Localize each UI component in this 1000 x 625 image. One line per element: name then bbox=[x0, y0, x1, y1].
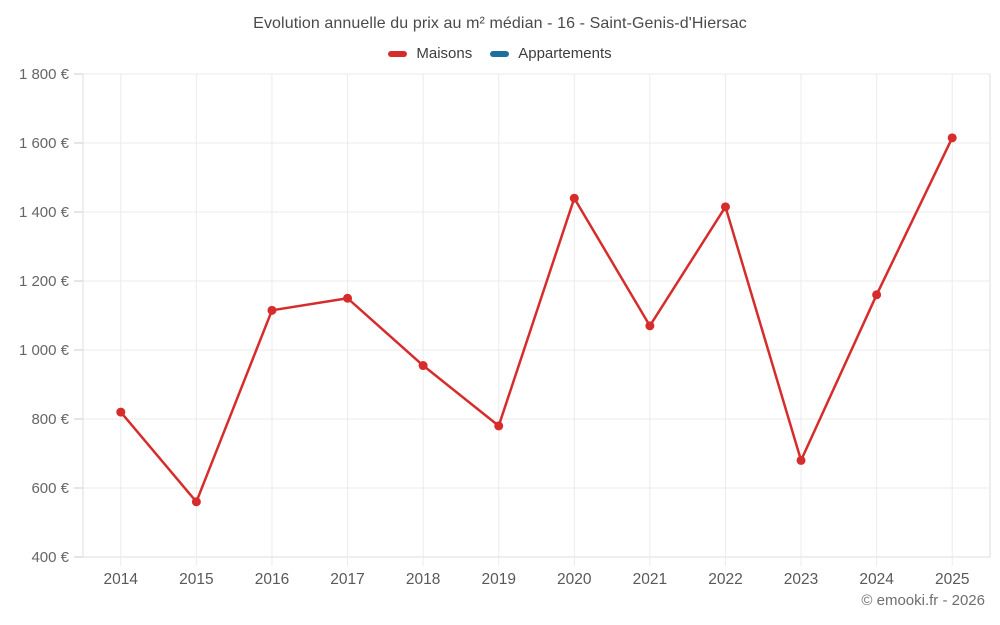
maisons-point[interactable] bbox=[720, 202, 730, 212]
y-tick-label: 1 800 € bbox=[19, 66, 70, 83]
maisons-point[interactable] bbox=[947, 133, 957, 143]
maisons-point[interactable] bbox=[494, 421, 504, 431]
maisons-point[interactable] bbox=[569, 193, 579, 203]
maisons-line bbox=[119, 136, 954, 504]
x-tick-label: 2015 bbox=[179, 571, 213, 588]
x-tick-label: 2022 bbox=[708, 571, 742, 588]
y-tick-label: 1 200 € bbox=[19, 273, 70, 290]
y-tick-label: 1 400 € bbox=[19, 204, 70, 221]
y-tick-label: 1 600 € bbox=[19, 135, 70, 152]
maisons-point[interactable] bbox=[116, 407, 126, 417]
x-tick-label: 2014 bbox=[104, 571, 139, 588]
maisons-point[interactable] bbox=[191, 497, 201, 507]
x-tick-label: 2020 bbox=[557, 571, 592, 588]
maisons-point[interactable] bbox=[343, 293, 353, 303]
maisons-point[interactable] bbox=[872, 290, 882, 300]
chart-title: Evolution annuelle du prix au m² médian … bbox=[253, 15, 747, 32]
legend-label-maisons: Maisons bbox=[416, 45, 473, 62]
maisons-point[interactable] bbox=[267, 305, 277, 315]
maisons-point[interactable] bbox=[418, 361, 428, 371]
legend-item-maisons[interactable]: Maisons bbox=[388, 45, 472, 62]
copyright-credit: © emooki.fr - 2026 bbox=[861, 592, 985, 609]
x-tick-label: 2021 bbox=[633, 571, 667, 588]
maisons-point[interactable] bbox=[645, 321, 655, 331]
chart-legend: Maisons Appartements bbox=[0, 45, 1000, 62]
maisons-point[interactable] bbox=[796, 455, 806, 465]
x-tick-label: 2024 bbox=[859, 571, 894, 588]
x-tick-label: 2018 bbox=[406, 571, 440, 588]
maisons-swatch-icon bbox=[388, 50, 408, 57]
y-tick-label: 800 € bbox=[31, 411, 69, 428]
y-tick-label: 1 000 € bbox=[19, 342, 70, 359]
x-tick-label: 2017 bbox=[330, 571, 364, 588]
appartements-swatch-icon bbox=[490, 50, 510, 57]
x-tick-label: 2019 bbox=[481, 571, 515, 588]
y-tick-label: 600 € bbox=[31, 480, 69, 497]
x-tick-label: 2025 bbox=[935, 571, 969, 588]
x-tick-label: 2016 bbox=[255, 571, 289, 588]
legend-item-appartements[interactable]: Appartements bbox=[490, 45, 612, 62]
y-tick-label: 400 € bbox=[31, 549, 69, 566]
x-tick-label: 2023 bbox=[784, 571, 818, 588]
legend-label-appartements: Appartements bbox=[518, 45, 612, 62]
